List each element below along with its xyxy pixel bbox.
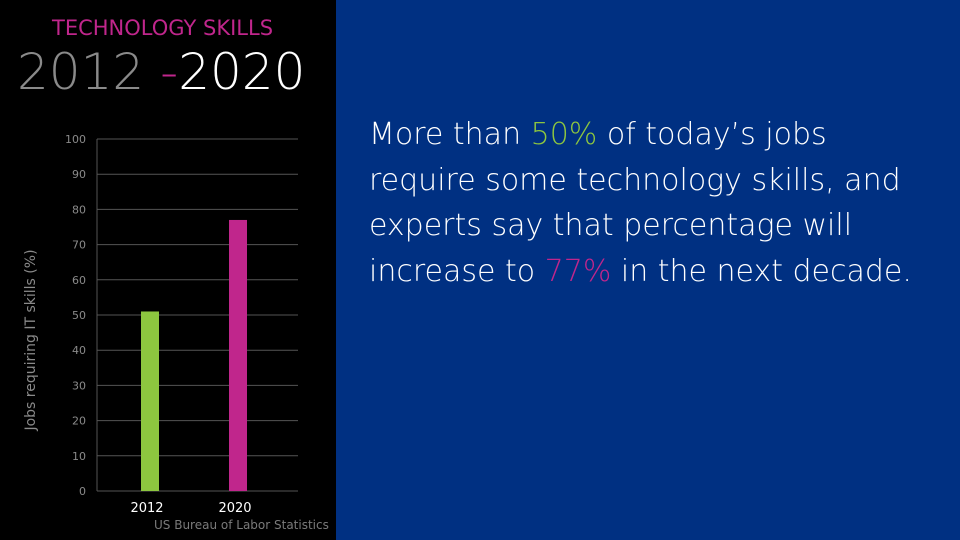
stat-50-percent: 50% xyxy=(530,117,598,152)
source-note: US Bureau of Labor Statistics xyxy=(154,518,329,532)
year-range-title: 2012 -2020 xyxy=(17,47,305,97)
year-separator: - xyxy=(144,43,179,101)
y-tick-label: 60 xyxy=(72,274,86,287)
body-paragraph: More than 50% of today’s jobs require so… xyxy=(369,112,929,294)
y-tick-label: 90 xyxy=(72,168,86,181)
y-tick-label: 20 xyxy=(72,415,86,428)
y-tick-label: 70 xyxy=(72,239,86,252)
y-tick-label: 80 xyxy=(72,203,86,216)
chart-panel: TECHNOLOGY SKILLS 2012 -2020 0 10 20 30 40 50… xyxy=(0,0,336,540)
stat-77-percent: 77% xyxy=(544,253,612,289)
y-tick-label: 100 xyxy=(65,133,86,146)
year-start: 2012 xyxy=(17,43,145,101)
text-part-1: More than xyxy=(369,117,531,152)
y-tick-label: 30 xyxy=(72,379,86,392)
x-category-label: 2012 xyxy=(130,501,163,516)
year-end: 2020 xyxy=(178,43,306,101)
text-part-2: of today’s jobs require some technology … xyxy=(369,117,901,289)
y-tick-label: 0 xyxy=(79,485,86,498)
y-tick-label: 10 xyxy=(72,450,86,463)
bar-2012 xyxy=(141,311,159,491)
bar-chart: 0 10 20 30 40 50 60 70 80 90 100 Jobs requiring IT … xyxy=(0,120,336,540)
x-category-label: 2020 xyxy=(218,501,251,516)
section-kicker: TECHNOLOGY SKILLS xyxy=(52,16,274,40)
bar-chart-svg: 0 10 20 30 40 50 60 70 80 90 100 Jobs requiring IT … xyxy=(23,133,298,516)
y-tick-label: 40 xyxy=(72,344,86,357)
bar-2020 xyxy=(229,219,247,491)
y-tick-label: 50 xyxy=(72,309,86,322)
y-axis-label: Jobs requiring IT skills (%) xyxy=(23,249,39,431)
text-panel xyxy=(336,0,960,540)
text-part-3: in the next decade. xyxy=(611,253,912,289)
